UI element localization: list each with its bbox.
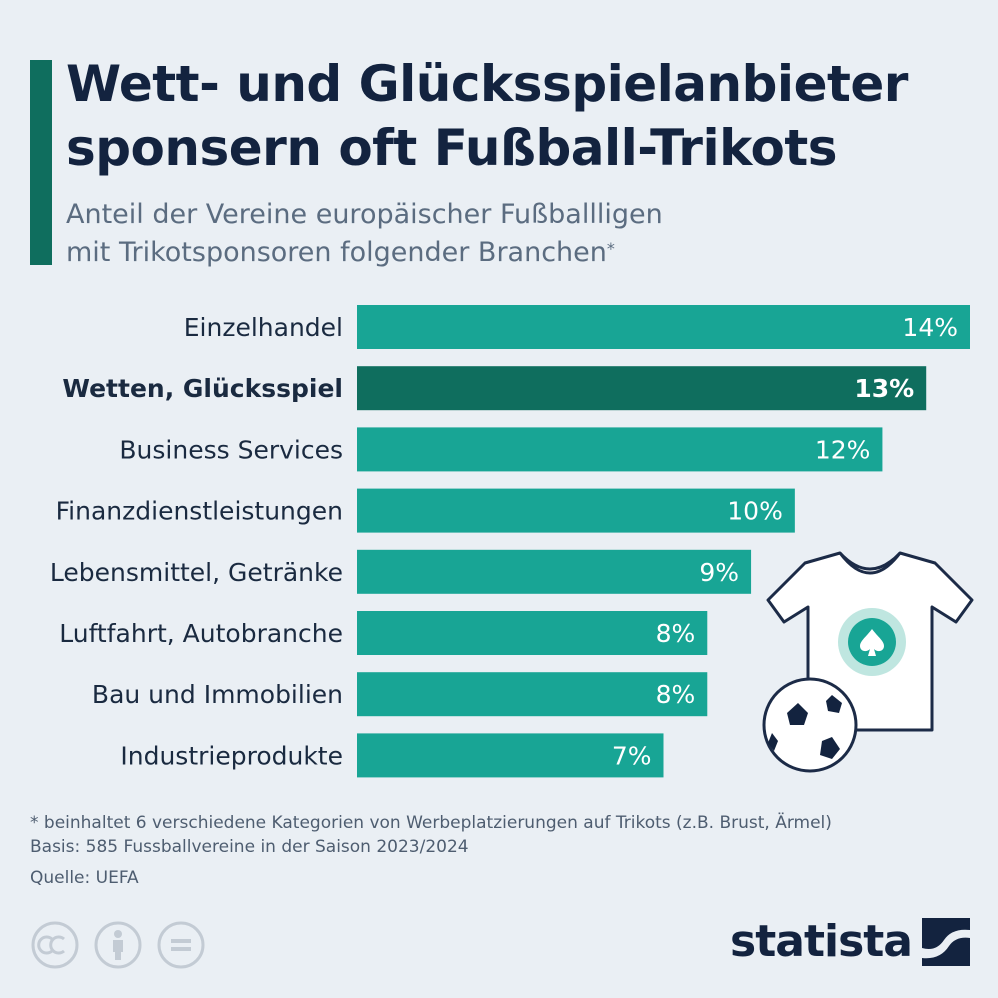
value-label-5: 8% (656, 619, 696, 648)
category-label-2: Business Services (119, 435, 343, 464)
chart-title: Wett- und Glücksspielanbieter sponsern o… (66, 52, 976, 180)
category-label-7: Industrieprodukte (120, 741, 343, 770)
category-label-6: Bau und Immobilien (92, 680, 343, 709)
bar-4 (357, 549, 752, 594)
category-label-1: Wetten, Glücksspiel (62, 374, 343, 403)
bar-3 (357, 488, 795, 533)
title-line-1: Wett- und Glücksspielanbieter (66, 55, 908, 113)
value-label-3: 10% (727, 497, 783, 526)
bar-0 (357, 305, 970, 349)
category-label-4: Lebensmittel, Getränke (50, 558, 343, 587)
value-label-0: 14% (902, 313, 958, 342)
no-derivatives-icon (157, 921, 205, 969)
footnote: * beinhaltet 6 verschiedene Kategorien v… (30, 811, 970, 859)
subtitle-footnote-mark: * (606, 239, 615, 258)
bar-5 (357, 611, 708, 655)
footnote-line-2: Basis: 585 Fussballvereine in der Saison… (30, 837, 469, 857)
subtitle-line-2: mit Trikotsponsoren folgender Branchen* (66, 234, 866, 272)
value-label-6: 8% (656, 680, 696, 709)
source-label: Quelle: UEFA (30, 868, 139, 888)
attribution-icon (94, 921, 142, 969)
statista-logo[interactable]: statista (730, 916, 970, 967)
value-label-2: 12% (815, 435, 871, 464)
logo-mark-icon (922, 917, 970, 966)
category-label-5: Luftfahrt, Autobranche (59, 619, 343, 648)
cc-icon (31, 921, 79, 969)
value-label-1: 13% (854, 374, 914, 403)
bar-1 (357, 366, 927, 411)
logo-text: statista (730, 916, 913, 967)
title-line-2: sponsern oft Fußball-Trikots (66, 119, 838, 177)
bar-7 (357, 733, 664, 778)
bar-6 (357, 672, 708, 717)
chart-subtitle: Anteil der Vereine europäischer Fußballl… (66, 196, 866, 272)
jersey-ball-illustration (762, 551, 974, 773)
bar-chart: Einzelhandel 14% Wetten, Glücksspiel 13% Bus… (50, 305, 970, 778)
footnote-line-1: * beinhaltet 6 verschiedene Kategorien v… (30, 813, 832, 833)
value-label-4: 9% (699, 558, 739, 587)
value-label-7: 7% (612, 741, 652, 770)
license-icons[interactable] (30, 920, 210, 970)
category-label-3: Finanzdienstleistungen (56, 497, 343, 526)
subtitle-line-2-text: mit Trikotsponsoren folgender Branchen (66, 237, 607, 268)
title-accent-bar (30, 60, 52, 265)
category-label-0: Einzelhandel (184, 313, 343, 342)
subtitle-line-1: Anteil der Vereine europäischer Fußballl… (66, 199, 663, 230)
bar-2 (357, 427, 883, 472)
football-icon (762, 677, 858, 773)
